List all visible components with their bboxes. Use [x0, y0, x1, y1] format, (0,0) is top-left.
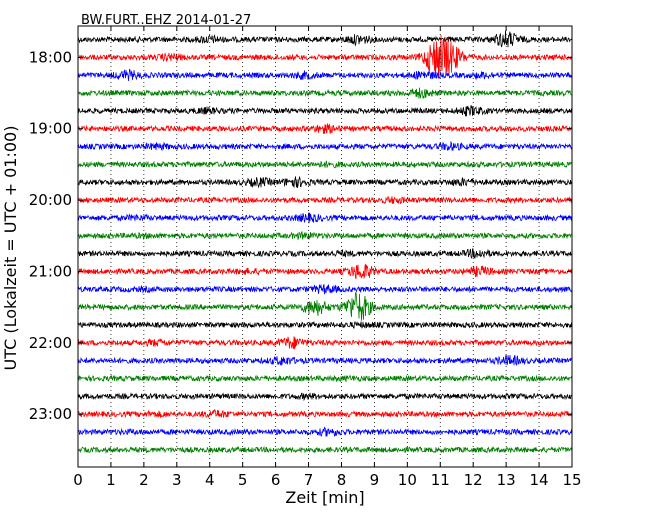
x-tick-label: 14 — [530, 471, 549, 489]
y-tick-label: 21:00 — [29, 262, 72, 280]
trace-2145 — [77, 320, 573, 329]
y-tick-label: 23:00 — [29, 405, 72, 423]
trace-1930 — [77, 160, 573, 169]
trace-1900 — [77, 123, 573, 134]
trace-1945 — [77, 175, 573, 189]
trace-2215 — [77, 354, 573, 367]
x-tick-label: 7 — [304, 471, 314, 489]
y-tick-label: 19:00 — [29, 120, 72, 138]
y-tick-label: 18:00 — [29, 48, 72, 66]
x-tick-label: 11 — [431, 471, 450, 489]
trace-2315 — [77, 426, 573, 437]
trace-2045 — [77, 248, 573, 259]
x-tick-label: 2 — [139, 471, 149, 489]
y-axis-label: UTC (Lokalzeit = UTC + 01:00) — [1, 126, 20, 371]
trace-2015 — [77, 212, 573, 224]
trace-2000 — [77, 195, 573, 205]
trace-2100 — [77, 263, 573, 280]
trace-1815 — [77, 68, 573, 82]
plot-frame — [77, 25, 573, 468]
x-tick-label: 4 — [205, 471, 215, 489]
trace-1830 — [77, 87, 573, 99]
trace-2245 — [77, 392, 573, 402]
trace-2230 — [77, 374, 573, 383]
y-tick-label: 22:00 — [29, 334, 72, 352]
x-tick-label: 12 — [464, 471, 483, 489]
x-tick-label: 0 — [73, 471, 83, 489]
traces-layer — [77, 30, 573, 454]
x-tick-label: 1 — [106, 471, 116, 489]
x-tick-label: 15 — [562, 471, 581, 489]
trace-2330 — [77, 445, 573, 454]
trace-2130 — [78, 292, 573, 321]
x-tick-label: 6 — [271, 471, 281, 489]
ticks-layer: 0 1 2 3 4 5 6 7 8 9 10 11 12 13 14 1518:0019:0020:0021:… — [29, 26, 582, 489]
x-tick-label: 13 — [497, 471, 516, 489]
x-axis-label: Zeit [min] — [285, 488, 364, 507]
trace-1915 — [77, 140, 573, 152]
grid-layer — [110, 26, 540, 467]
x-tick-label: 3 — [172, 471, 182, 489]
trace-1745 — [77, 30, 573, 48]
x-tick-label: 8 — [337, 471, 347, 489]
x-tick-label: 5 — [238, 471, 248, 489]
trace-2115 — [77, 284, 573, 295]
chart-title: BW.FURT..EHZ 2014-01-27 — [81, 13, 251, 28]
trace-2030 — [77, 231, 573, 241]
trace-2200 — [77, 336, 573, 350]
x-tick-label: 9 — [370, 471, 380, 489]
x-tick-label: 10 — [398, 471, 417, 489]
y-tick-label: 20:00 — [29, 191, 72, 209]
trace-1800 — [77, 34, 573, 79]
trace-1845 — [77, 105, 573, 117]
trace-2300 — [77, 409, 573, 419]
